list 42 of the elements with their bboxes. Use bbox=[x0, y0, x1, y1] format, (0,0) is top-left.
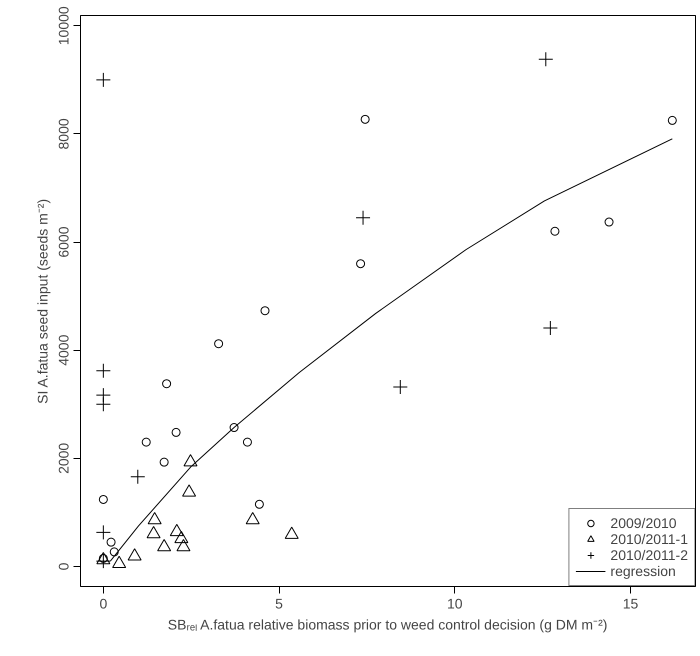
point bbox=[538, 52, 554, 67]
y-axis-title: SI A.fatua seed input (seeds m⁻²) bbox=[34, 198, 50, 404]
point bbox=[668, 116, 677, 125]
point bbox=[160, 458, 169, 467]
point bbox=[142, 438, 151, 447]
legend-label: 2009/2010 bbox=[610, 515, 677, 531]
point bbox=[110, 547, 119, 556]
point bbox=[230, 423, 239, 432]
x-tick-label: 0 bbox=[99, 596, 108, 612]
point bbox=[260, 306, 270, 316]
point bbox=[356, 210, 371, 226]
point bbox=[96, 363, 111, 378]
x-tick-label: 15 bbox=[622, 596, 638, 612]
y-tick-label: 2000 bbox=[56, 442, 72, 474]
y-tick-label: 10000 bbox=[56, 6, 72, 46]
point bbox=[98, 494, 108, 504]
x-tick-label: 5 bbox=[275, 596, 284, 612]
y-tick-label: 8000 bbox=[56, 118, 72, 150]
point bbox=[392, 379, 408, 394]
point bbox=[106, 538, 116, 547]
point bbox=[550, 226, 560, 236]
point bbox=[96, 396, 111, 412]
point bbox=[172, 428, 181, 437]
point bbox=[214, 339, 224, 348]
legend-label: 2010/2011-1 bbox=[610, 531, 688, 547]
point bbox=[96, 524, 111, 540]
legend-label: regression bbox=[610, 563, 676, 579]
point bbox=[162, 379, 172, 388]
point bbox=[242, 438, 252, 447]
y-tick-label: 0 bbox=[56, 562, 72, 570]
point bbox=[254, 500, 264, 509]
point bbox=[360, 114, 370, 124]
point bbox=[604, 218, 614, 227]
point bbox=[130, 469, 146, 484]
x-axis-title: SBᵣₑₗ A.fatua relative biomass prior to weed control decision (g DM m⁻²) bbox=[168, 616, 608, 632]
legend-label: 2010/2011-2 bbox=[610, 547, 688, 563]
point bbox=[356, 259, 366, 268]
point bbox=[96, 72, 111, 88]
x-tick-label: 10 bbox=[446, 596, 463, 612]
point bbox=[542, 320, 558, 336]
y-tick-label: 6000 bbox=[56, 226, 72, 258]
y-tick-label: 4000 bbox=[56, 334, 72, 366]
